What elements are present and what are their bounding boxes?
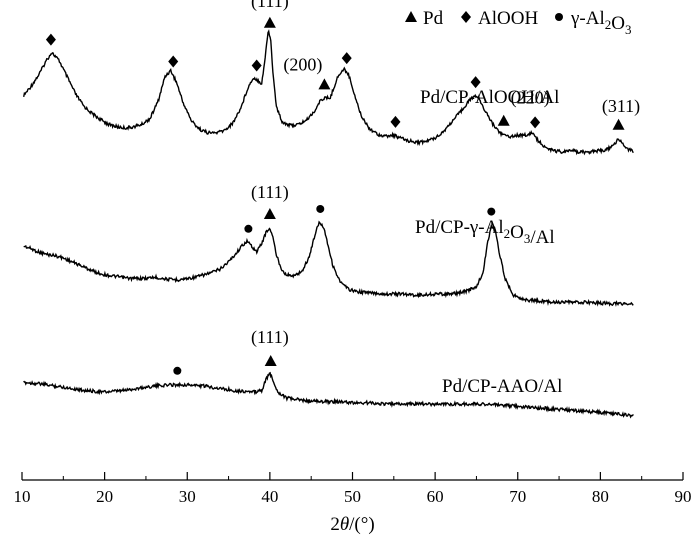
legend-label-2: AlOOH xyxy=(478,8,538,29)
peak-label-5: (111) xyxy=(251,182,289,203)
peak-label-3: (220) xyxy=(511,88,550,109)
legend-triangle-icon xyxy=(405,11,417,22)
series-label-1: Pd/CP-AlOOH/Al xyxy=(420,87,559,108)
curve-2 xyxy=(23,220,634,307)
x-tick-label-80: 80 xyxy=(592,487,609,506)
x-tick-label-30: 30 xyxy=(179,487,196,506)
diamond-marker-6 xyxy=(341,52,352,65)
curve-1 xyxy=(23,29,634,156)
peak-annotations: (111) (200) (220) (311) (111) (111) xyxy=(251,0,640,348)
triangle-marker-11 xyxy=(612,118,625,130)
circle-marker-15 xyxy=(487,207,496,216)
x-tick-label-60: 60 xyxy=(427,487,444,506)
x-tick-label-70: 70 xyxy=(509,487,526,506)
x-tick-label-10: 10 xyxy=(14,487,31,506)
legend-label-1: Pd xyxy=(423,8,444,29)
diamond-marker-2 xyxy=(168,55,179,68)
diamond-marker-1 xyxy=(45,33,56,46)
x-tick-label-90: 90 xyxy=(675,487,692,506)
circle-marker-12 xyxy=(244,224,253,233)
peak-label-4: (311) xyxy=(602,96,640,117)
legend-circle-icon xyxy=(555,13,563,21)
peak-label-1: (111) xyxy=(251,0,289,12)
series-label-2: Pd/CP-γ-Al2O3/Al xyxy=(415,217,555,248)
x-tick-label-50: 50 xyxy=(344,487,361,506)
triangle-marker-5 xyxy=(318,78,331,90)
diffraction-curves xyxy=(23,29,634,419)
legend-diamond-icon xyxy=(461,11,471,23)
legend: Pd AlOOH γ-Al2O3 xyxy=(405,8,631,37)
x-tick-label-20: 20 xyxy=(96,487,113,506)
peak-label-6: (111) xyxy=(251,327,289,348)
legend-label-3: γ-Al2O3 xyxy=(570,8,631,37)
diamond-marker-8 xyxy=(470,76,481,89)
series-labels: Pd/CP-AlOOH/Al Pd/CP-γ-Al2O3/Al Pd/CP-AAO/… xyxy=(415,87,562,397)
diamond-marker-3 xyxy=(251,59,262,72)
circle-marker-14 xyxy=(316,204,325,213)
x-tick-label-40: 40 xyxy=(261,487,278,506)
diamond-marker-10 xyxy=(530,116,541,129)
triangle-marker-13 xyxy=(263,208,276,219)
triangle-marker-17 xyxy=(264,354,277,366)
circle-marker-16 xyxy=(173,366,182,375)
diamond-marker-7 xyxy=(390,115,401,128)
peak-markers xyxy=(45,16,625,375)
x-axis: 10 20 30 40 50 60 70 80 90 xyxy=(14,472,692,506)
series-label-3: Pd/CP-AAO/Al xyxy=(442,376,562,397)
curve-3 xyxy=(23,371,634,419)
triangle-marker-9 xyxy=(497,114,510,126)
x-axis-label: 2θ/(°) xyxy=(330,514,374,535)
peak-label-2: (200) xyxy=(283,54,322,75)
triangle-marker-4 xyxy=(263,16,276,28)
